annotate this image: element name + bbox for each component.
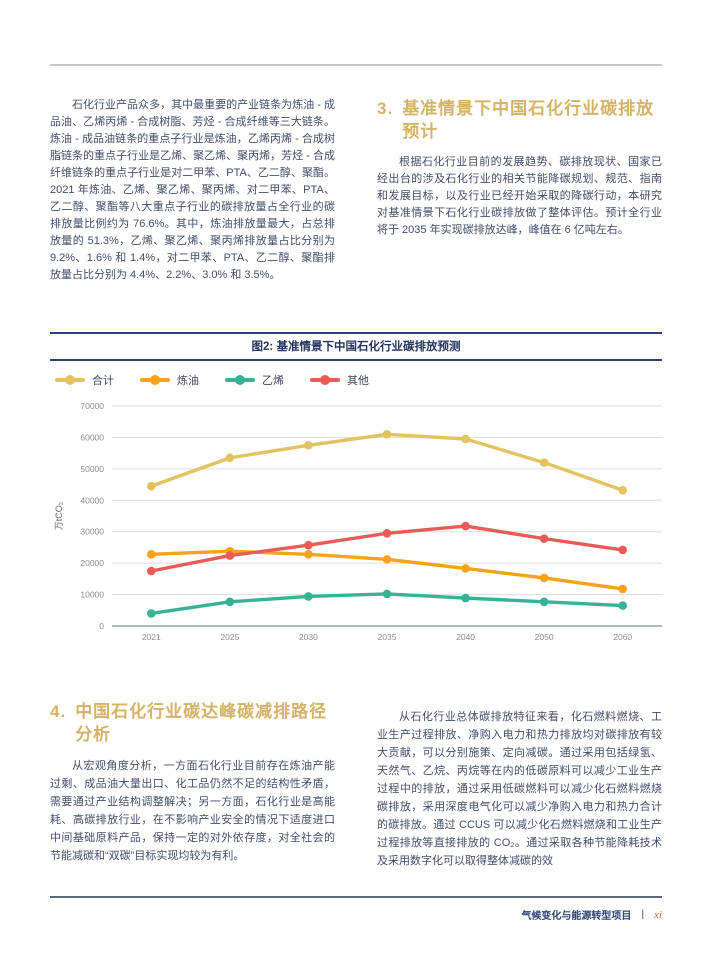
- x-tick-label: 2021: [142, 632, 161, 642]
- bottom-text-block: 4. 中国石化行业碳达峰碳减排路径分析 从宏观角度分析，一方面石化行业目前存在炼…: [50, 700, 662, 870]
- y-tick-label: 30000: [80, 527, 104, 537]
- legend-line-dot-icon: [225, 375, 255, 385]
- section4-right-paragraph: 从石化行业总体碳排放特征来看，化石燃料燃烧、工业生产过程排放、净购入电力和热力排…: [377, 711, 662, 867]
- x-tick-label: 2060: [613, 632, 632, 642]
- data-point: [382, 528, 392, 538]
- data-point: [618, 545, 628, 555]
- y-tick-label: 50000: [80, 464, 104, 474]
- section3-heading: 3. 基准情景下中国石化行业碳排放预计: [377, 97, 662, 143]
- y-tick-label: 0: [99, 621, 104, 631]
- footer-page-number: xi: [654, 908, 662, 921]
- y-tick-label: 70000: [80, 401, 104, 411]
- figure-title-band: 图2: 基准情景下中国石化行业碳排放预测: [50, 332, 662, 361]
- section3-number: 3.: [377, 99, 394, 118]
- data-point: [304, 550, 313, 559]
- legend-label: 其他: [347, 375, 369, 387]
- data-point: [146, 550, 156, 559]
- footer-separator: |: [641, 909, 645, 920]
- data-point: [146, 609, 156, 618]
- section4-title: 中国石化行业碳达峰碳减排路径分析: [75, 702, 328, 744]
- legend-line-dot-icon: [55, 375, 85, 385]
- chart-legend: 合计 炼油 乙烯 其他: [55, 372, 662, 388]
- section3-paragraph: 根据石化行业目前的发展趋势、碳排放现状、国家已经出台的涉及石化行业的相关节能降碳…: [377, 156, 662, 236]
- intro-column: 石化行业产品众多，其中最重要的产业链条为炼油 - 成品油、乙烯丙烯 - 合成树脂…: [50, 97, 335, 284]
- data-point: [618, 584, 628, 594]
- legend-item: 其他: [310, 372, 369, 388]
- x-tick-label: 2040: [456, 632, 475, 642]
- data-point: [225, 551, 235, 560]
- data-point: [461, 593, 470, 603]
- x-tick-label: 2030: [299, 632, 318, 642]
- data-point: [225, 597, 235, 607]
- data-point: [461, 564, 470, 573]
- series-line: [149, 432, 625, 492]
- data-point: [618, 601, 628, 610]
- legend-label: 合计: [92, 375, 114, 387]
- y-tick-label: 20000: [80, 558, 104, 568]
- footer-rule: [50, 896, 662, 898]
- legend-label: 炼油: [177, 375, 199, 387]
- emissions-forecast-line-chart: 0 10000 20000 30000 40000 50000 60000 70000 2021…: [54, 401, 662, 642]
- legend-item: 炼油: [140, 372, 199, 388]
- data-point: [304, 540, 313, 550]
- data-point: [225, 453, 235, 463]
- section3-column: 3. 基准情景下中国石化行业碳排放预计 根据石化行业目前的发展趋势、碳排放现状、…: [377, 97, 662, 284]
- data-point: [146, 481, 156, 491]
- data-point: [146, 566, 156, 576]
- data-point: [539, 597, 549, 607]
- data-point: [539, 573, 549, 583]
- y-tick-label: 40000: [80, 495, 104, 505]
- data-point: [618, 485, 628, 495]
- data-point: [382, 589, 392, 599]
- section4-column-left: 4. 中国石化行业碳达峰碳减排路径分析 从宏观角度分析，一方面石化行业目前存在炼…: [50, 700, 335, 870]
- y-axis-label: 万tCO₂: [54, 501, 64, 530]
- x-tick-label: 2050: [535, 632, 554, 642]
- data-point: [304, 440, 313, 450]
- header-rule: [50, 64, 662, 66]
- section4-column-right: 从石化行业总体碳排放特征来看，化石燃料燃烧、工业生产过程排放、净购入电力和热力排…: [377, 700, 662, 870]
- data-point: [382, 555, 392, 564]
- data-point: [539, 534, 549, 543]
- x-tick-label: 2035: [378, 632, 397, 642]
- legend-line-dot-icon: [310, 375, 340, 385]
- section4-number: 4.: [50, 702, 67, 721]
- data-point: [382, 429, 392, 439]
- data-point: [539, 458, 549, 467]
- intro-paragraph: 石化行业产品众多，其中最重要的产业链条为炼油 - 成品油、乙烯丙烯 - 合成树脂…: [50, 99, 335, 281]
- legend-line-dot-icon: [140, 375, 170, 385]
- section4-left-paragraph: 从宏观角度分析，一方面石化行业目前存在炼油产能过剩、成品油大量出口、化工品仍然不…: [50, 760, 335, 862]
- x-tick-label: 2025: [220, 632, 239, 642]
- data-point: [461, 434, 470, 444]
- top-text-block: 石化行业产品众多，其中最重要的产业链条为炼油 - 成品油、乙烯丙烯 - 合成树脂…: [50, 97, 662, 284]
- legend-label: 乙烯: [262, 375, 284, 387]
- data-point: [304, 592, 313, 601]
- figure-title: 图2: 基准情景下中国石化行业碳排放预测: [251, 341, 461, 353]
- y-tick-label: 10000: [80, 590, 104, 600]
- data-point: [461, 521, 470, 531]
- y-tick-label: 60000: [80, 432, 104, 442]
- legend-item: 乙烯: [225, 372, 284, 388]
- section4-heading: 4. 中国石化行业碳达峰碳减排路径分析: [50, 700, 335, 746]
- footer-project-name: 气候变化与能源转型项目: [521, 911, 632, 922]
- footer: 气候变化与能源转型项目 | xi: [521, 907, 662, 923]
- legend-item: 合计: [55, 372, 114, 388]
- section3-title: 基准情景下中国石化行业碳排放预计: [402, 99, 655, 141]
